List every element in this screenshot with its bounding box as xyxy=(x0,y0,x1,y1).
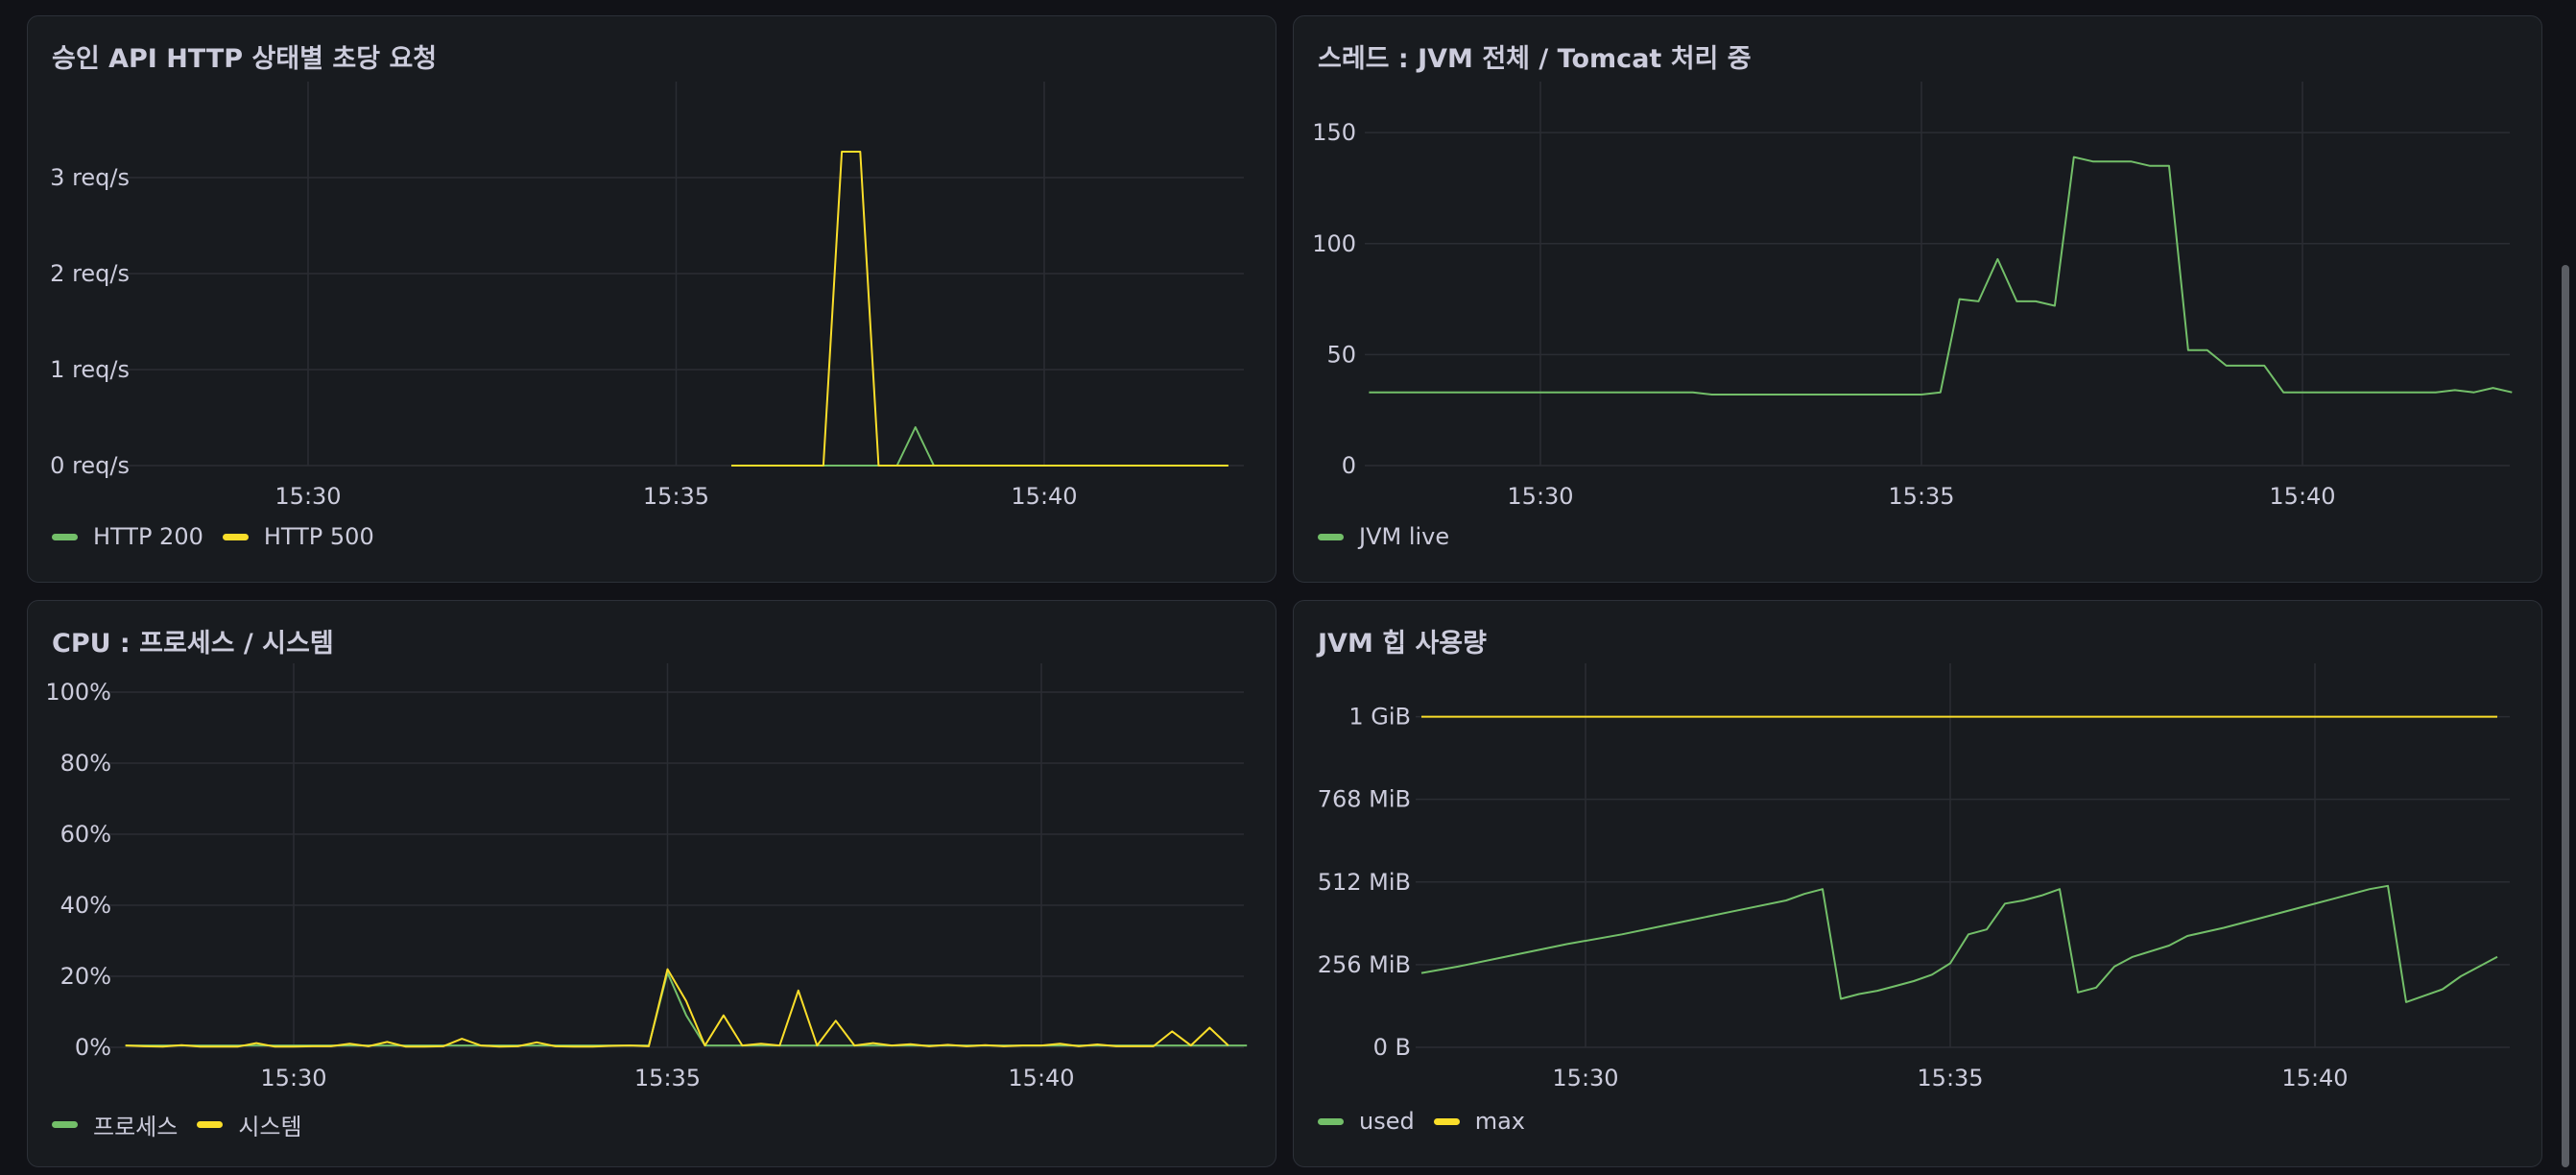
threads-chart: 0 50 100 150 15:30 15:35 15:40 xyxy=(1312,82,2513,510)
x-tick-label: 15:40 xyxy=(1011,483,1077,510)
y-tick-label: 3 req/s xyxy=(50,164,130,191)
x-tick-label: 15:40 xyxy=(1008,1065,1074,1091)
y-tick-label: 768 MiB xyxy=(1318,786,1411,813)
panel-title[interactable]: CPU : 프로세스 / 시스템 xyxy=(52,629,334,659)
threads-panel: 스레드 : JVM 전체 / Tomcat 처리 중 0 50 100 150 15:3… xyxy=(1293,15,2542,583)
legend-item-used[interactable]: used xyxy=(1318,1108,1415,1135)
series-swatch xyxy=(1433,1117,1460,1125)
y-tick-label: 2 req/s xyxy=(50,260,130,287)
http-status-rps-panel: 승인 API HTTP 상태별 초당 요청 0 req/s 1 req/s 2 re… xyxy=(27,15,1276,583)
x-tick-label: 15:35 xyxy=(1917,1065,1983,1091)
y-tick-label: 1 req/s xyxy=(50,356,130,383)
series-swatch xyxy=(52,533,78,540)
series-line-시스템[interactable] xyxy=(125,968,1229,1048)
legend-label: HTTP 200 xyxy=(93,523,203,550)
legend-label: JVM live xyxy=(1359,523,1450,550)
cpu-panel: CPU : 프로세스 / 시스템 0% 20% 40% 60% 80% 100% 15:30… xyxy=(27,600,1276,1167)
x-tick-label: 15:30 xyxy=(274,483,341,510)
legend-label: used xyxy=(1359,1108,1415,1135)
x-tick-label: 15:35 xyxy=(634,1065,701,1091)
y-tick-label: 256 MiB xyxy=(1318,951,1411,978)
series-line-http-200[interactable] xyxy=(731,426,1228,467)
y-tick-label: 80% xyxy=(60,750,111,777)
legend-item-http-500[interactable]: HTTP 500 xyxy=(222,523,374,550)
series-swatch xyxy=(52,1121,78,1128)
legend-item-max[interactable]: max xyxy=(1433,1108,1526,1135)
y-tick-label: 100% xyxy=(45,679,111,706)
legend-item-process[interactable]: 프로세스 xyxy=(52,1108,178,1141)
legend-item-http-200[interactable]: HTTP 200 xyxy=(52,523,203,550)
series-line-jvm-live[interactable] xyxy=(1369,156,2513,396)
x-tick-label: 15:30 xyxy=(1507,483,1573,510)
x-tick-label: 15:40 xyxy=(2281,1065,2348,1091)
y-tick-label: 0% xyxy=(75,1034,111,1061)
panel-title[interactable]: 승인 API HTTP 상태별 초당 요청 xyxy=(52,44,438,74)
legend-label: max xyxy=(1474,1108,1526,1135)
series-swatch xyxy=(1318,1117,1344,1125)
legend: JVM live xyxy=(1318,523,1468,550)
y-tick-label: 60% xyxy=(60,821,111,848)
y-tick-label: 150 xyxy=(1312,119,1356,146)
legend-item-system[interactable]: 시스템 xyxy=(197,1108,302,1141)
series-swatch xyxy=(197,1121,224,1128)
scrollbar-thumb[interactable] xyxy=(2562,265,2569,1167)
series-line-used[interactable] xyxy=(1420,884,2498,1003)
series-swatch xyxy=(222,533,249,540)
legend: 프로세스 시스템 xyxy=(52,1108,322,1141)
y-tick-label: 100 xyxy=(1312,230,1356,257)
y-tick-label: 0 B xyxy=(1373,1034,1411,1061)
x-tick-label: 15:30 xyxy=(260,1065,326,1091)
legend-label: 프로세스 xyxy=(93,1114,179,1140)
jvm-heap-chart: 0 B 256 MiB 512 MiB 768 MiB 1 GiB 15:30 15:35 1… xyxy=(1318,663,2510,1091)
cpu-chart: 0% 20% 40% 60% 80% 100% 15:30 15:35 15:40 xyxy=(45,663,1248,1091)
x-tick-label: 15:40 xyxy=(2269,483,2335,510)
x-tick-label: 15:35 xyxy=(1888,483,1954,510)
y-tick-label: 0 xyxy=(1342,452,1356,479)
y-tick-label: 40% xyxy=(60,892,111,919)
legend: HTTP 200 HTTP 500 xyxy=(52,523,394,550)
x-tick-label: 15:35 xyxy=(643,483,709,510)
series-line-http-500[interactable] xyxy=(731,151,1228,467)
panel-title[interactable]: JVM 힙 사용량 xyxy=(1318,629,1487,659)
series-swatch xyxy=(1318,533,1344,540)
jvm-heap-panel: JVM 힙 사용량 0 B 256 MiB 512 MiB 768 MiB 1 GiB 1… xyxy=(1293,600,2542,1167)
panel-title[interactable]: 스레드 : JVM 전체 / Tomcat 처리 중 xyxy=(1318,44,1752,74)
y-tick-label: 50 xyxy=(1326,341,1356,368)
legend-label: 시스템 xyxy=(238,1114,302,1140)
legend-item-jvm-live[interactable]: JVM live xyxy=(1318,523,1449,550)
legend-label: HTTP 500 xyxy=(263,523,374,550)
y-tick-label: 20% xyxy=(60,963,111,990)
x-tick-label: 15:30 xyxy=(1552,1065,1618,1091)
y-tick-label: 0 req/s xyxy=(50,452,130,479)
http-status-rps-chart: 0 req/s 1 req/s 2 req/s 3 req/s 15:30 15:35 15… xyxy=(50,82,1244,510)
legend: used max xyxy=(1318,1108,1544,1135)
y-tick-label: 1 GiB xyxy=(1348,704,1411,731)
y-tick-label: 512 MiB xyxy=(1318,869,1411,896)
